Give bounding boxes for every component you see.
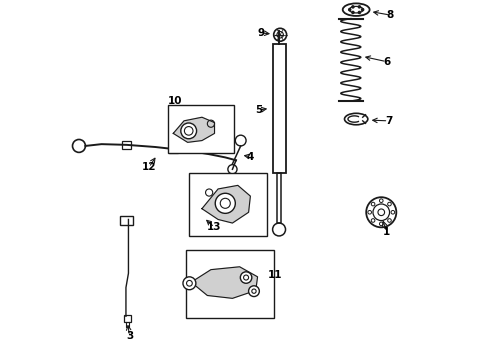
Bar bbox=[124, 315, 131, 321]
Circle shape bbox=[215, 193, 235, 213]
Circle shape bbox=[379, 222, 383, 226]
Polygon shape bbox=[191, 267, 258, 298]
Polygon shape bbox=[202, 185, 250, 223]
Circle shape bbox=[388, 219, 392, 222]
Text: 1: 1 bbox=[383, 227, 390, 237]
Bar bbox=[120, 216, 133, 225]
Text: 6: 6 bbox=[383, 57, 390, 67]
Circle shape bbox=[388, 202, 392, 206]
Text: 2: 2 bbox=[225, 198, 232, 208]
Bar bbox=[186, 250, 274, 318]
Text: 3: 3 bbox=[126, 331, 133, 341]
Text: 4: 4 bbox=[246, 152, 254, 162]
Circle shape bbox=[349, 9, 351, 11]
Circle shape bbox=[183, 277, 196, 290]
Bar bbox=[272, 44, 286, 173]
Text: 9: 9 bbox=[258, 28, 265, 38]
Circle shape bbox=[379, 199, 383, 202]
Bar bbox=[168, 105, 234, 153]
Bar bbox=[122, 140, 131, 149]
Text: 5: 5 bbox=[255, 105, 262, 115]
Circle shape bbox=[181, 123, 196, 139]
Circle shape bbox=[358, 12, 361, 14]
Circle shape bbox=[371, 219, 375, 222]
Circle shape bbox=[248, 286, 259, 297]
Polygon shape bbox=[173, 117, 215, 142]
Text: 8: 8 bbox=[387, 10, 394, 20]
Text: 12: 12 bbox=[142, 162, 156, 172]
Circle shape bbox=[368, 211, 371, 214]
Text: 13: 13 bbox=[207, 222, 222, 232]
Text: 11: 11 bbox=[268, 270, 283, 280]
Circle shape bbox=[371, 202, 375, 206]
Circle shape bbox=[352, 6, 354, 8]
Circle shape bbox=[358, 6, 361, 8]
Circle shape bbox=[391, 211, 394, 214]
Text: 7: 7 bbox=[385, 116, 392, 126]
Bar bbox=[277, 173, 281, 223]
Bar bbox=[190, 173, 267, 235]
Bar bbox=[169, 144, 177, 153]
Circle shape bbox=[352, 12, 354, 14]
Circle shape bbox=[240, 272, 252, 283]
Text: 10: 10 bbox=[168, 96, 182, 106]
Circle shape bbox=[362, 9, 364, 11]
